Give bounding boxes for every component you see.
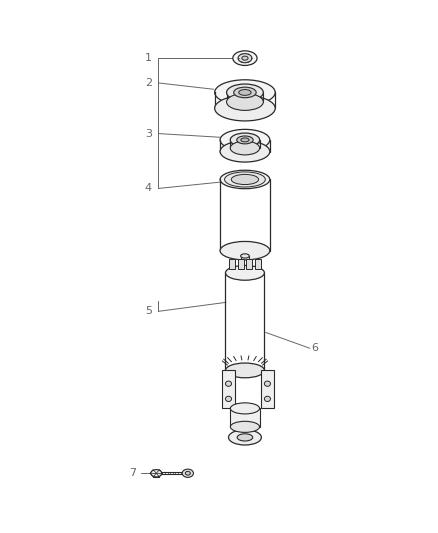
Bar xyxy=(255,259,261,269)
Ellipse shape xyxy=(182,469,194,478)
Ellipse shape xyxy=(240,254,249,258)
Ellipse shape xyxy=(265,396,270,401)
Ellipse shape xyxy=(237,434,253,441)
Ellipse shape xyxy=(215,95,275,121)
Ellipse shape xyxy=(226,381,232,386)
Ellipse shape xyxy=(220,130,270,150)
Ellipse shape xyxy=(226,84,263,101)
Ellipse shape xyxy=(238,54,252,63)
Ellipse shape xyxy=(230,141,260,155)
Ellipse shape xyxy=(234,87,256,98)
Ellipse shape xyxy=(265,381,270,386)
Ellipse shape xyxy=(241,138,249,142)
Ellipse shape xyxy=(231,174,258,184)
Bar xyxy=(246,259,252,269)
Text: 2: 2 xyxy=(145,78,152,88)
Ellipse shape xyxy=(230,133,260,147)
Ellipse shape xyxy=(226,396,232,401)
Bar xyxy=(237,259,244,269)
Ellipse shape xyxy=(220,141,270,162)
Bar xyxy=(229,259,235,269)
Ellipse shape xyxy=(226,363,265,378)
Ellipse shape xyxy=(242,56,248,60)
Ellipse shape xyxy=(225,172,265,187)
Bar xyxy=(222,370,235,408)
Text: 7: 7 xyxy=(129,469,136,478)
Ellipse shape xyxy=(239,90,251,95)
Text: 6: 6 xyxy=(311,343,318,353)
Bar xyxy=(230,408,260,427)
Text: 4: 4 xyxy=(145,183,152,193)
Ellipse shape xyxy=(220,241,270,260)
Ellipse shape xyxy=(151,470,162,477)
Ellipse shape xyxy=(226,93,263,110)
Bar xyxy=(261,370,274,408)
Ellipse shape xyxy=(230,421,260,432)
Ellipse shape xyxy=(185,471,191,475)
Ellipse shape xyxy=(230,403,260,414)
Text: 5: 5 xyxy=(145,306,152,316)
Ellipse shape xyxy=(220,170,270,189)
Text: 1: 1 xyxy=(145,53,152,63)
Ellipse shape xyxy=(237,136,253,144)
Text: 3: 3 xyxy=(145,128,152,139)
Ellipse shape xyxy=(215,80,275,105)
Ellipse shape xyxy=(226,265,265,280)
Ellipse shape xyxy=(233,51,257,66)
Ellipse shape xyxy=(229,430,261,445)
